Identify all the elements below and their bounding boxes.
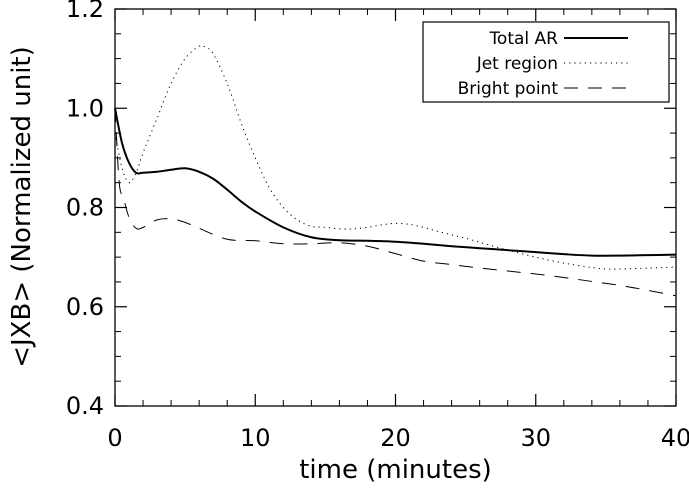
legend-label-jet-region: Jet region	[476, 54, 558, 74]
series-line-jet-region	[114, 45, 677, 270]
x-tick-label: 40	[661, 424, 689, 452]
y-axis-title: <JXB> (Normalized unit)	[7, 46, 37, 368]
legend-box	[422, 21, 670, 103]
ticks-group	[114, 8, 677, 407]
y-tick-label: 0.8	[66, 194, 104, 222]
y-tick-label: 1.2	[66, 0, 104, 23]
x-tick-label: 10	[240, 424, 271, 452]
x-tick-label: 30	[520, 424, 551, 452]
x-tick-label: 0	[107, 424, 122, 452]
y-tick-label: 0.6	[66, 293, 104, 321]
x-axis-title: time (minutes)	[299, 455, 492, 485]
x-tick-label: 20	[380, 424, 411, 452]
y-tick-label: 0.4	[66, 392, 104, 420]
legend: Total AR Jet region Bright point	[422, 21, 670, 103]
y-tick-label: 1.0	[66, 94, 104, 122]
tick-labels-group: 0 10 20 30 40 0.4 0.6 0.8 1.0 1.2	[66, 0, 689, 452]
series-lines-group	[114, 45, 677, 297]
series-line-total-ar	[114, 108, 677, 257]
series-line-bright-point	[114, 108, 677, 297]
legend-label-bright-point: Bright point	[458, 79, 559, 99]
legend-label-total-ar: Total AR	[488, 29, 558, 49]
